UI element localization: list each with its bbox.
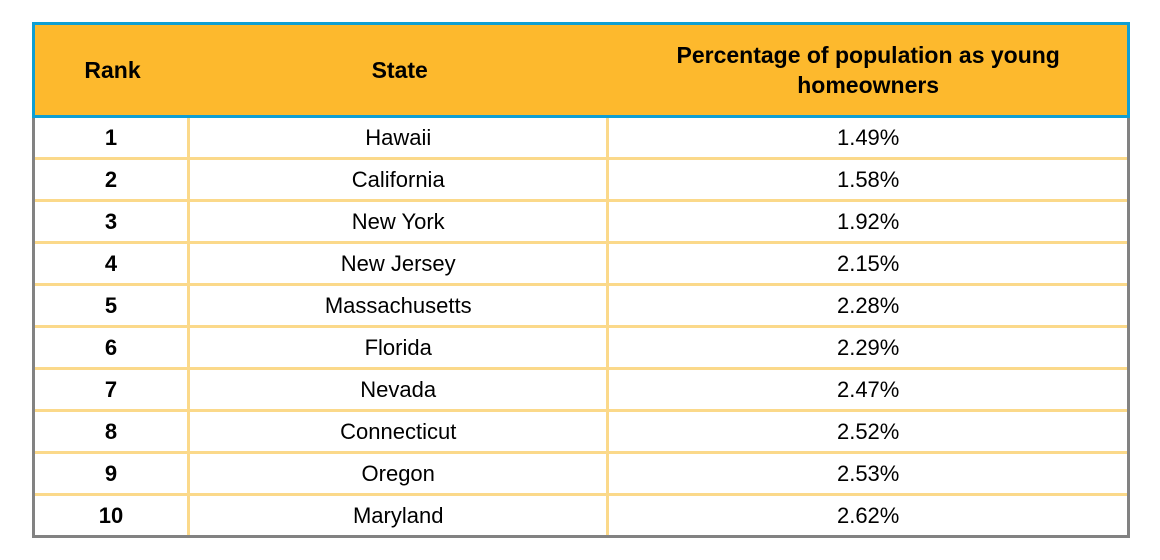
- cell-percentage: 2.62%: [836, 502, 900, 528]
- table-header-row: Rank State Percentage of population as y…: [32, 22, 1130, 118]
- cell-state: Maryland: [190, 496, 610, 535]
- table-row: 4 New Jersey 2.15%: [35, 241, 1127, 283]
- table-row: 7 Nevada 2.47%: [35, 367, 1127, 409]
- cell-percentage: 2.47%: [836, 376, 900, 402]
- cell-rank: 7: [35, 370, 191, 409]
- cell-rank: 3: [35, 202, 191, 241]
- cell-rank: 1: [35, 118, 191, 157]
- cell-state: California: [190, 160, 610, 199]
- cell-percentage: 2.15%: [836, 250, 900, 276]
- cell-rank: 5: [35, 286, 191, 325]
- cell-percentage: 1.58%: [836, 166, 900, 192]
- cell-state: New York: [190, 202, 610, 241]
- table-row: 10 Maryland 2.62%: [35, 493, 1127, 535]
- table-row: 9 Oregon 2.53%: [35, 451, 1127, 493]
- cell-state: Florida: [190, 328, 610, 367]
- cell-state: Oregon: [190, 454, 610, 493]
- header-cell-percentage: Percentage of population as young homeow…: [676, 42, 1060, 98]
- cell-state: Massachusetts: [190, 286, 610, 325]
- table-body: 1 Hawaii 1.49% 2 California 1.58% 3 New …: [32, 118, 1130, 538]
- cell-rank: 8: [35, 412, 191, 451]
- cell-rank: 2: [35, 160, 191, 199]
- table-row: 5 Massachusetts 2.28%: [35, 283, 1127, 325]
- young-homeowners-table: Rank State Percentage of population as y…: [32, 22, 1130, 538]
- cell-percentage: 1.49%: [836, 124, 900, 150]
- cell-rank: 4: [35, 244, 191, 283]
- cell-percentage: 2.52%: [836, 418, 900, 444]
- cell-percentage: 1.92%: [836, 208, 900, 234]
- header-cell-rank: Rank: [84, 57, 141, 83]
- table-row: 1 Hawaii 1.49%: [35, 118, 1127, 157]
- table-row: 2 California 1.58%: [35, 157, 1127, 199]
- cell-state: Connecticut: [190, 412, 610, 451]
- cell-percentage: 2.29%: [836, 334, 900, 360]
- table-row: 3 New York 1.92%: [35, 199, 1127, 241]
- cell-rank: 6: [35, 328, 191, 367]
- cell-state: New Jersey: [190, 244, 610, 283]
- table-row: 6 Florida 2.29%: [35, 325, 1127, 367]
- cell-state: Hawaii: [190, 118, 610, 157]
- header-cell-state: State: [371, 57, 428, 83]
- cell-percentage: 2.28%: [836, 292, 900, 318]
- cell-state: Nevada: [190, 370, 610, 409]
- cell-rank: 9: [35, 454, 191, 493]
- table-row: 8 Connecticut 2.52%: [35, 409, 1127, 451]
- cell-percentage: 2.53%: [836, 460, 900, 486]
- cell-rank: 10: [35, 496, 191, 535]
